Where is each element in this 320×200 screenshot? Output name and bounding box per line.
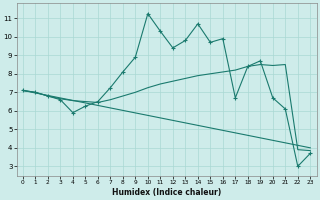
X-axis label: Humidex (Indice chaleur): Humidex (Indice chaleur) [112, 188, 221, 197]
